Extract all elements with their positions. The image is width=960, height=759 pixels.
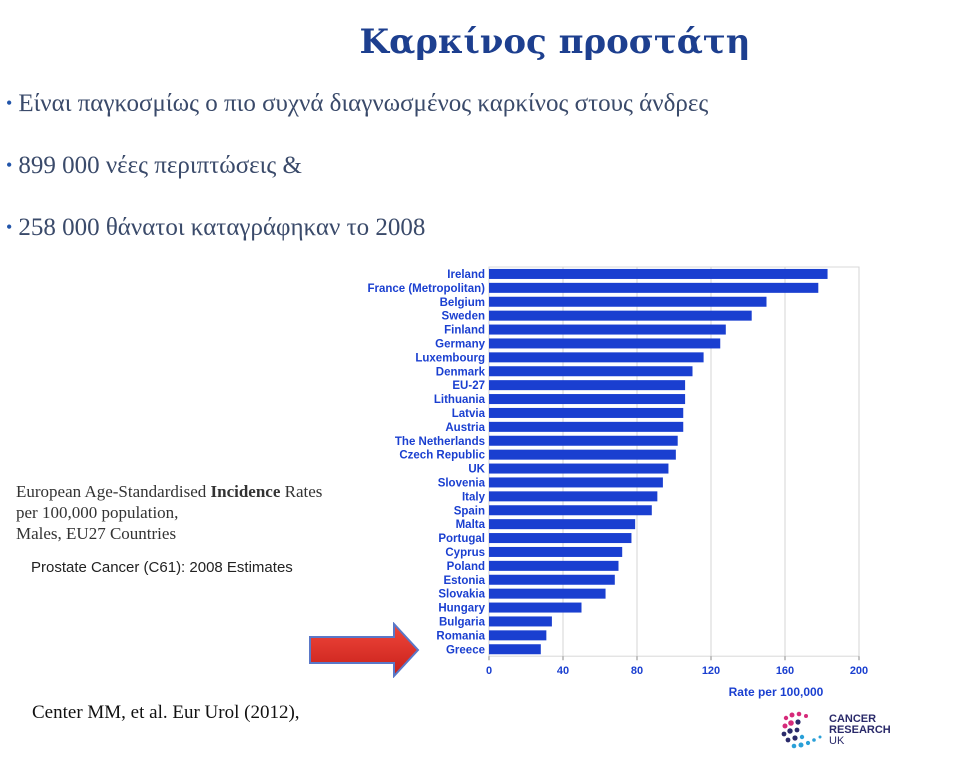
category-label: Austria xyxy=(445,422,485,434)
category-label: Czech Republic xyxy=(399,450,485,462)
bullet-3: • 258 000 θάνατοι καταγράφηκαν το 2008 xyxy=(6,214,425,242)
bar-chart: 0 40 80 120 160 200 Ireland France (Metropolita… xyxy=(367,266,868,699)
category-label: Hungary xyxy=(438,603,485,615)
bullet-2: • 899 000 νέες περιπτώσεις & xyxy=(6,152,302,180)
category-label: Cyprus xyxy=(445,547,485,559)
bullet-2-text: 899 000 νέες περιπτώσεις & xyxy=(18,152,303,179)
bullet-dot: • xyxy=(6,155,13,175)
category-label: Malta xyxy=(456,519,486,531)
category-label: Latvia xyxy=(452,408,486,420)
category-label: Italy xyxy=(462,491,486,503)
bar xyxy=(489,630,547,641)
bullet-dot: • xyxy=(6,217,13,237)
bar xyxy=(489,644,541,655)
caption-bold: Incidence xyxy=(210,482,281,501)
bar xyxy=(489,338,721,349)
category-label: Sweden xyxy=(442,311,485,323)
bar xyxy=(489,394,686,405)
bar xyxy=(489,407,684,418)
bar xyxy=(489,574,615,585)
bar xyxy=(489,296,767,307)
bar xyxy=(489,435,678,446)
red-arrow-icon xyxy=(309,622,420,678)
bullet-1-text: Είναι παγκοσμίως ο πιο συχνά διαγνωσμένο… xyxy=(18,90,709,117)
logo-text: CANCER RESEARCH UK xyxy=(829,714,891,747)
x-tick-label: 80 xyxy=(631,665,643,677)
bar xyxy=(489,380,686,391)
bullet-3-text: 258 000 θάνατοι καταγράφηκαν το 2008 xyxy=(18,214,426,241)
caption-pre: European Age-Standardised xyxy=(16,482,211,501)
category-label: Romania xyxy=(436,630,485,642)
category-label: France (Metropolitan) xyxy=(367,283,485,295)
category-label: Greece xyxy=(446,644,485,656)
x-tick-label: 0 xyxy=(486,665,492,677)
cancer-research-logo-icon xyxy=(781,711,822,749)
bar xyxy=(489,282,819,293)
category-label: Belgium xyxy=(440,297,485,309)
bar xyxy=(489,449,676,460)
bar xyxy=(489,366,693,377)
bar xyxy=(489,268,828,279)
x-tick-label: 120 xyxy=(702,665,720,677)
category-label: Germany xyxy=(435,338,485,350)
chart-subtitle: Prostate Cancer (C61): 2008 Estimates xyxy=(31,559,293,576)
bar xyxy=(489,519,636,530)
bar xyxy=(489,602,582,613)
logo-line3: UK xyxy=(829,735,845,747)
caption-post: Rates xyxy=(280,482,323,501)
logo-line1: CANCER xyxy=(829,713,877,725)
bar xyxy=(489,588,606,599)
bar xyxy=(489,546,623,557)
x-tick-label: 200 xyxy=(850,665,868,677)
bar xyxy=(489,463,669,474)
bar xyxy=(489,324,726,335)
category-label: Finland xyxy=(444,325,485,337)
category-label: EU-27 xyxy=(452,380,485,392)
chart-caption-line2: per 100,000 population, xyxy=(16,503,179,522)
category-label: Spain xyxy=(454,505,485,517)
category-label: Bulgaria xyxy=(439,616,486,628)
x-tick-label: 40 xyxy=(557,665,569,677)
bar xyxy=(489,505,652,516)
bar xyxy=(489,421,684,432)
bar xyxy=(489,310,752,321)
bar xyxy=(489,533,632,544)
bar xyxy=(489,560,619,571)
logo-line2: RESEARCH xyxy=(829,724,891,736)
category-label: Ireland xyxy=(447,269,485,281)
category-label: Slovakia xyxy=(438,589,485,601)
x-axis-title: Rate per 100,000 xyxy=(729,685,824,699)
category-label: UK xyxy=(468,464,485,476)
chart-caption-line3: Males, EU27 Countries xyxy=(16,524,177,543)
bar xyxy=(489,352,704,363)
slide-title: Καρκίνος προστάτη xyxy=(359,22,751,62)
category-label: Poland xyxy=(447,561,485,573)
bullet-1: • Είναι παγκοσμίως ο πιο συχνά διαγνωσμέν… xyxy=(6,90,708,118)
category-label: The Netherlands xyxy=(395,436,485,448)
x-tick-label: 160 xyxy=(776,665,794,677)
category-label: Denmark xyxy=(436,366,486,378)
category-label: Portugal xyxy=(438,533,485,545)
chart-caption-line1: European Age-Standardised Incidence Rate… xyxy=(16,481,322,502)
bar xyxy=(489,491,658,502)
category-label: Lithuania xyxy=(434,394,486,406)
bullet-dot: • xyxy=(6,93,13,113)
bar xyxy=(489,616,552,627)
category-label: Luxembourg xyxy=(415,352,485,364)
category-label: Slovenia xyxy=(438,477,486,489)
category-label: Estonia xyxy=(443,575,485,587)
bar xyxy=(489,477,663,488)
citation: Center MM, et al. Eur Urol (2012), xyxy=(32,702,300,723)
